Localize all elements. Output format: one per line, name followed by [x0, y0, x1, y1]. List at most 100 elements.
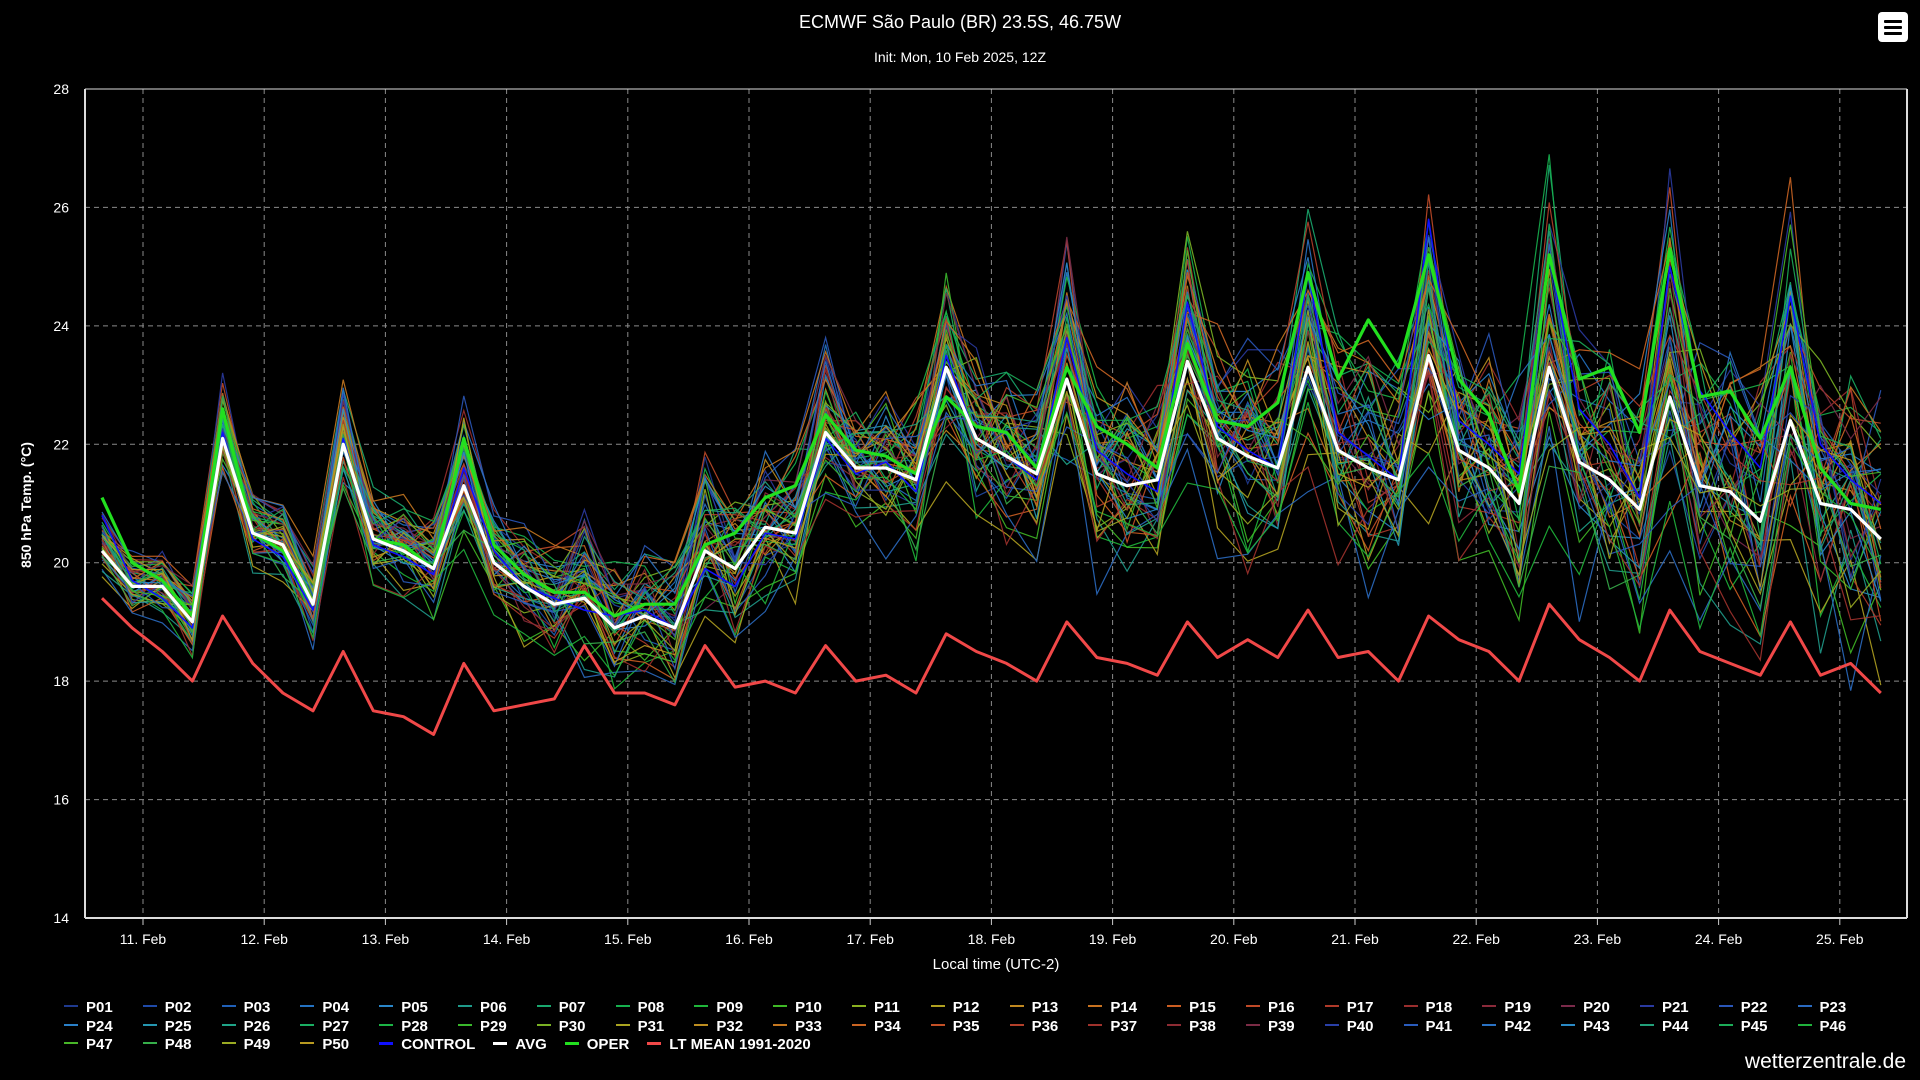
legend-swatch [221, 1042, 236, 1045]
legend-item-p01[interactable]: P01 [64, 999, 143, 1018]
legend-item-p09[interactable]: P09 [694, 999, 773, 1018]
legend-item-p30[interactable]: P30 [536, 1018, 616, 1037]
legend-item-p35[interactable]: P35 [930, 1018, 1010, 1037]
y-tick-label: 28 [53, 81, 69, 97]
x-tick-label: 15. Feb [604, 931, 652, 947]
legend-label: P06 [479, 999, 507, 1016]
series-line-avg [100, 353, 1882, 630]
legend-swatch [615, 1005, 630, 1008]
legend-item-p07[interactable]: P07 [536, 999, 616, 1018]
legend-item-p14[interactable]: P14 [1088, 999, 1167, 1018]
legend-swatch [1561, 1005, 1576, 1008]
legend-item-p20[interactable]: P20 [1561, 999, 1640, 1018]
legend-label: P16 [1267, 999, 1295, 1016]
legend-item-p21[interactable]: P21 [1639, 999, 1719, 1018]
x-tick-label: 25. Feb [1816, 931, 1864, 947]
legend-swatch [1009, 1023, 1024, 1026]
legend-item-p29[interactable]: P29 [457, 1017, 537, 1037]
legend-label: P45 [1740, 1017, 1768, 1035]
legend-label: P29 [479, 1017, 507, 1035]
legend-item-p47[interactable]: P47 [64, 1036, 143, 1055]
hamburger-menu-icon[interactable] [1878, 12, 1908, 42]
legend-label: P39 [1267, 1017, 1295, 1035]
ensemble-line-p21 [101, 168, 1882, 623]
legend-item-p49[interactable]: P49 [221, 1036, 301, 1055]
legend-swatch [930, 1023, 945, 1026]
y-tick-label: 26 [53, 199, 69, 215]
legend-item-p15[interactable]: P15 [1167, 999, 1246, 1018]
legend-item-p03[interactable]: P03 [221, 999, 301, 1018]
legend-swatch [221, 1005, 236, 1008]
legend-label: P33 [795, 1017, 822, 1035]
legend-swatch [457, 1005, 472, 1008]
legend-row: P01 P02 P03 P04 P05 P06 P07 P08 P09 P10 P11 P12 P13 P… [64, 999, 1914, 1018]
legend-item-p22[interactable]: P22 [1718, 999, 1798, 1018]
legend-label: P07 [558, 999, 586, 1016]
legend-label: P28 [401, 1017, 428, 1035]
legend-swatch [300, 1023, 315, 1026]
chart-subtitle: Init: Mon, 10 Feb 2025, 12Z [874, 49, 1046, 65]
legend-item-p25[interactable]: P25 [142, 1018, 222, 1037]
legend-item-lt-mean-1991-2020[interactable]: LT MEAN 1991-2020 [647, 1036, 811, 1055]
legend-item-p24[interactable]: P24 [64, 1018, 143, 1037]
legend-item-p10[interactable]: P10 [773, 999, 852, 1018]
legend-item-p13[interactable]: P13 [1009, 999, 1089, 1018]
legend-item-p11[interactable]: P11 [851, 999, 931, 1018]
ensemble-line-p37 [101, 362, 1881, 673]
legend-item-avg[interactable]: AVG [493, 1036, 547, 1055]
legend-swatch [1639, 1023, 1654, 1026]
legend-item-p43[interactable]: P43 [1561, 1018, 1640, 1037]
legend-item-p36[interactable]: P36 [1009, 1018, 1089, 1037]
legend-item-p17[interactable]: P17 [1324, 999, 1404, 1018]
ensemble-line-p45 [101, 248, 1882, 634]
legend-swatch [773, 1023, 788, 1026]
legend-label: P04 [322, 999, 350, 1016]
legend-label: P21 [1661, 999, 1689, 1016]
legend-item-p39[interactable]: P39 [1245, 1017, 1325, 1037]
series-line-lt-mean-1991-2020 [100, 597, 1882, 736]
legend-label: P42 [1504, 1017, 1532, 1035]
legend-item-p37[interactable]: P37 [1088, 1018, 1167, 1037]
legend-item-p26[interactable]: P26 [221, 1018, 301, 1037]
legend-item-control[interactable]: CONTROL [379, 1036, 475, 1055]
legend-item-p06[interactable]: P06 [457, 999, 537, 1018]
ensemble-line-p32 [101, 258, 1882, 619]
legend-item-p32[interactable]: P32 [694, 1018, 773, 1037]
legend-item-p46[interactable]: P46 [1797, 1018, 1877, 1037]
legend-label: P24 [86, 1017, 113, 1035]
legend-item-p33[interactable]: P33 [773, 1018, 852, 1037]
legend-item-p02[interactable]: P02 [142, 999, 222, 1018]
legend-item-p08[interactable]: P08 [615, 999, 695, 1018]
legend-item-p04[interactable]: P04 [300, 999, 379, 1018]
legend-swatch [1482, 1005, 1497, 1008]
legend-item-p48[interactable]: P48 [142, 1036, 222, 1055]
legend-item-p05[interactable]: P05 [379, 999, 458, 1018]
legend-item-p44[interactable]: P44 [1639, 1018, 1719, 1037]
legend-item-p50[interactable]: P50 [300, 1036, 379, 1055]
legend-item-p18[interactable]: P18 [1403, 999, 1483, 1018]
legend-label: P32 [716, 1017, 744, 1035]
legend-swatch [1324, 1023, 1339, 1026]
legend-item-p31[interactable]: P31 [615, 1018, 695, 1037]
legend-swatch [1088, 1023, 1103, 1026]
legend-item-p42[interactable]: P42 [1482, 1018, 1561, 1037]
legend-item-p23[interactable]: P23 [1797, 999, 1877, 1018]
legend-item-p34[interactable]: P34 [851, 1018, 931, 1037]
legend-item-p40[interactable]: P40 [1324, 1017, 1404, 1037]
legend-item-p19[interactable]: P19 [1482, 999, 1561, 1018]
legend-swatch [1561, 1023, 1576, 1026]
y-tick-label: 16 [53, 792, 69, 808]
legend-item-p38[interactable]: P38 [1167, 1018, 1246, 1037]
legend-item-p12[interactable]: P12 [930, 999, 1010, 1018]
legend-item-p28[interactable]: P28 [379, 1018, 458, 1037]
legend-item-oper[interactable]: OPER [564, 1036, 629, 1055]
x-axis-label: Local time (UTC-2) [933, 956, 1060, 973]
legend-swatch [142, 1005, 157, 1008]
legend-item-p27[interactable]: P27 [300, 1018, 379, 1037]
legend-item-p45[interactable]: P45 [1718, 1017, 1798, 1037]
x-tick-label: 20. Feb [1210, 931, 1258, 947]
legend-label: P40 [1346, 1017, 1374, 1035]
legend-item-p16[interactable]: P16 [1245, 999, 1325, 1018]
main-series [100, 218, 1882, 736]
legend-item-p41[interactable]: P41 [1403, 1018, 1483, 1037]
